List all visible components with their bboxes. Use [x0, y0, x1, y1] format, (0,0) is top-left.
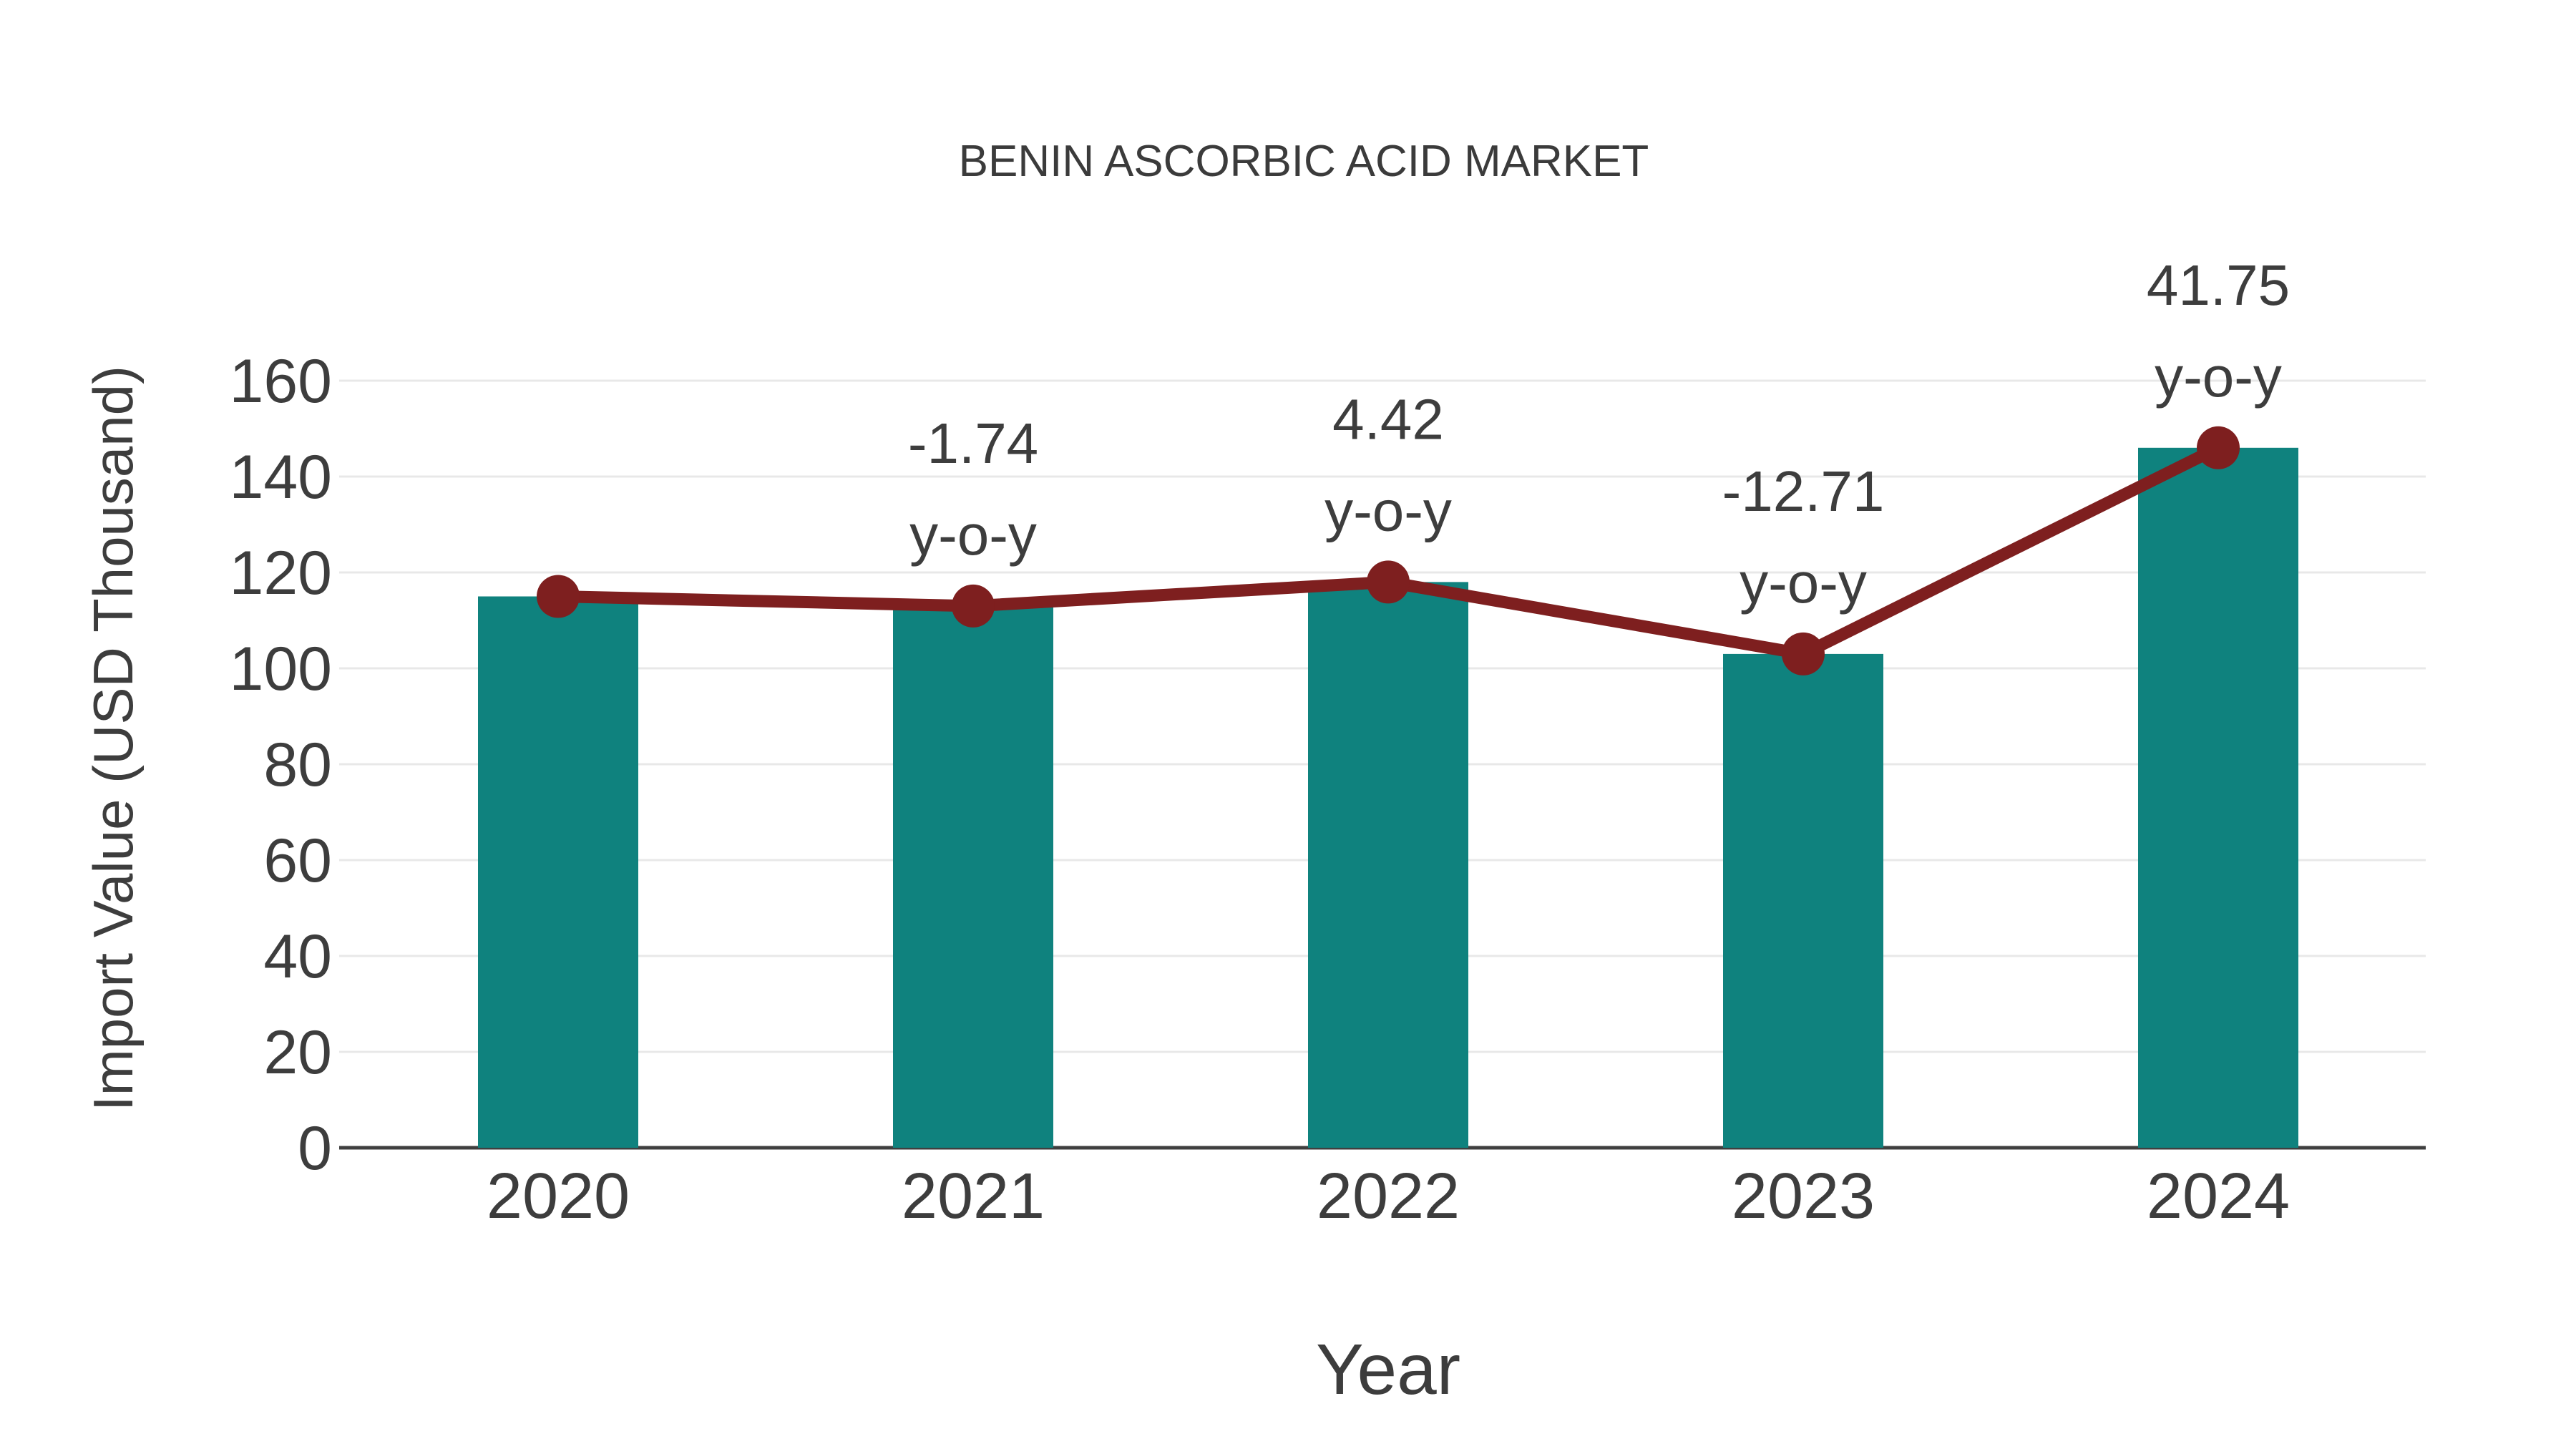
- y-axis-title: Import Value (USD Thousand): [82, 366, 145, 1111]
- x-tick-label-2022: 2022: [1317, 1161, 1460, 1232]
- line-layer: [537, 426, 2240, 675]
- y-tick-label-60: 60: [263, 826, 332, 895]
- x-tick-label-2024: 2024: [2147, 1161, 2290, 1232]
- y-tick-label-20: 20: [263, 1018, 332, 1087]
- bar-2022: [1308, 582, 1468, 1148]
- bar-2021: [893, 605, 1053, 1148]
- trend-point-2023: [1782, 632, 1825, 675]
- annotation-suffix-2024: y-o-y: [2155, 345, 2282, 409]
- x-tick-label-2020: 2020: [487, 1161, 630, 1232]
- annotation-suffix-2023: y-o-y: [1740, 551, 1867, 615]
- annotation-value-2021: -1.74: [908, 411, 1038, 475]
- trend-point-2022: [1367, 560, 1410, 604]
- chart-title: BENIN ASCORBIC ACID MARKET: [959, 137, 1649, 186]
- x-tick-label-2021: 2021: [902, 1161, 1045, 1232]
- bar-2024: [2138, 447, 2298, 1148]
- y-tick-label-140: 140: [230, 443, 333, 512]
- annotation-suffix-2022: y-o-y: [1324, 479, 1452, 542]
- y-tick-label-0: 0: [298, 1114, 332, 1183]
- annotations-layer: -1.74 y-o-y 4.42 y-o-y -12.71 y-o-y 41.75 y-o-y: [908, 253, 2290, 615]
- bar-2023: [1723, 653, 1883, 1148]
- annotation-value-2023: -12.71: [1722, 459, 1885, 523]
- x-axis-title: Year: [1316, 1330, 1460, 1410]
- trend-point-2020: [537, 575, 580, 618]
- y-tick-label-40: 40: [263, 922, 332, 991]
- bar-2020: [478, 596, 638, 1148]
- annotation-value-2024: 41.75: [2147, 253, 2290, 317]
- labels-layer: 0 20 40 60 80 100 120 140 160 2020 2021 2022 2023 202…: [230, 347, 2290, 1232]
- x-tick-label-2023: 2023: [1732, 1161, 1875, 1232]
- y-tick-label-80: 80: [263, 731, 332, 799]
- y-tick-label-100: 100: [230, 635, 333, 703]
- y-tick-label-120: 120: [230, 539, 333, 608]
- trend-point-2024: [2197, 426, 2240, 469]
- y-tick-label-160: 160: [230, 347, 333, 416]
- bars-layer: [478, 447, 2298, 1148]
- trend-point-2021: [952, 584, 995, 628]
- annotation-value-2022: 4.42: [1332, 387, 1444, 451]
- annotation-suffix-2021: y-o-y: [909, 503, 1037, 567]
